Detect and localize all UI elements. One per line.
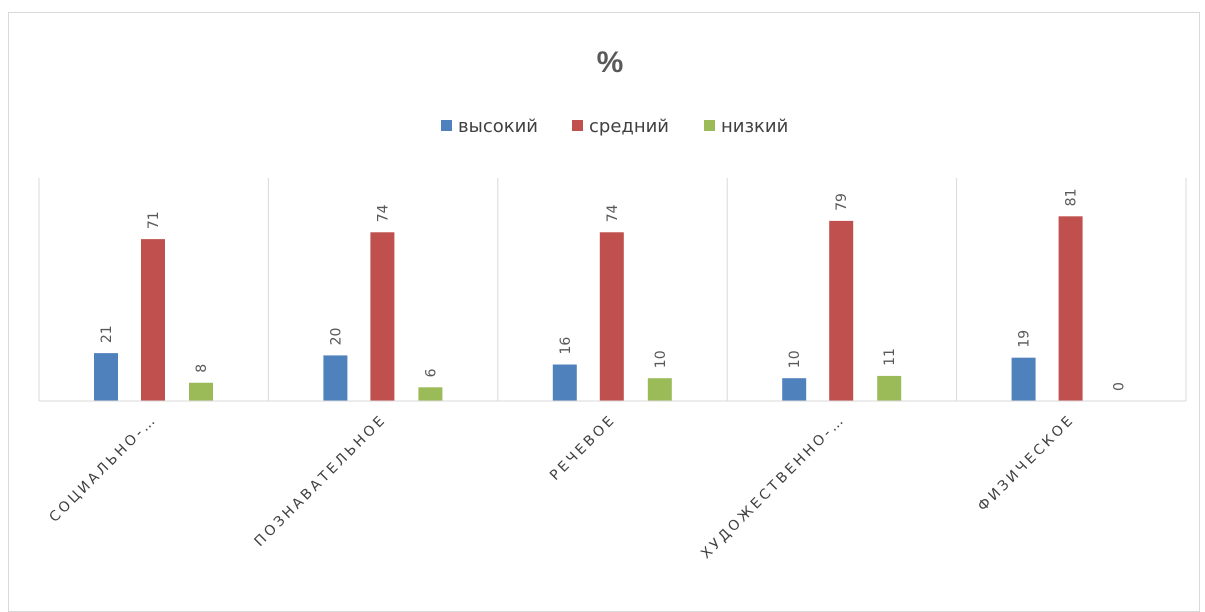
bar <box>877 375 902 401</box>
bar <box>782 378 807 401</box>
data-label: 19 <box>1017 330 1033 348</box>
data-label: 74 <box>605 204 621 222</box>
data-label: 20 <box>328 328 344 346</box>
data-label: 11 <box>882 348 898 366</box>
bar <box>189 382 213 401</box>
category-label: ПОЗНАВАТЕЛЬНОЕ <box>252 412 390 550</box>
category-label: СОЦИАЛЬНО-… <box>46 412 160 526</box>
legend-label-2: средний <box>589 116 669 137</box>
bar <box>1011 357 1036 401</box>
category-label: ХУДОЖЕСТВЕННО-… <box>698 412 849 563</box>
bar <box>370 232 395 401</box>
chart-title: % <box>597 46 624 79</box>
legend-label-3: низкий <box>721 116 788 137</box>
bar <box>94 353 118 401</box>
bar-chart: % высокий средний низкий 21 71 8 20 74 6 16 74 10 1… <box>38 46 1187 563</box>
bar <box>599 232 624 401</box>
category-labels: СОЦИАЛЬНО-… ПОЗНАВАТЕЛЬНОЕ РЕЧЕВОЕ ХУДОЖЕСТ… <box>46 412 1078 563</box>
data-label: 10 <box>653 350 669 368</box>
bar <box>647 378 672 401</box>
category-label: ФИЗИЧЕСКОЕ <box>975 412 1078 515</box>
bars <box>94 216 1083 401</box>
legend-label-1: высокий <box>458 116 538 137</box>
category-label: РЕЧЕВОЕ <box>547 412 619 484</box>
bar <box>323 355 348 401</box>
legend-swatch-3 <box>704 120 715 131</box>
bar <box>141 239 165 401</box>
data-label: 74 <box>375 204 391 222</box>
data-label: 0 <box>1112 382 1128 391</box>
data-label: 6 <box>423 368 439 377</box>
bar <box>1058 216 1083 401</box>
legend: высокий средний низкий <box>441 116 788 137</box>
bar <box>418 387 443 401</box>
data-label: 81 <box>1064 188 1080 206</box>
bar <box>829 220 854 401</box>
data-labels: 21 71 8 20 74 6 16 74 10 10 79 11 19 81 0 <box>99 188 1128 391</box>
data-label: 21 <box>99 325 115 343</box>
data-label: 71 <box>146 211 162 229</box>
bar <box>552 364 577 401</box>
legend-swatch-2 <box>572 120 583 131</box>
data-label: 8 <box>194 364 210 373</box>
data-label: 79 <box>834 193 850 211</box>
data-label: 10 <box>787 350 803 368</box>
legend-swatch-1 <box>441 120 452 131</box>
data-label: 16 <box>558 337 574 355</box>
gridlines <box>38 178 1187 401</box>
